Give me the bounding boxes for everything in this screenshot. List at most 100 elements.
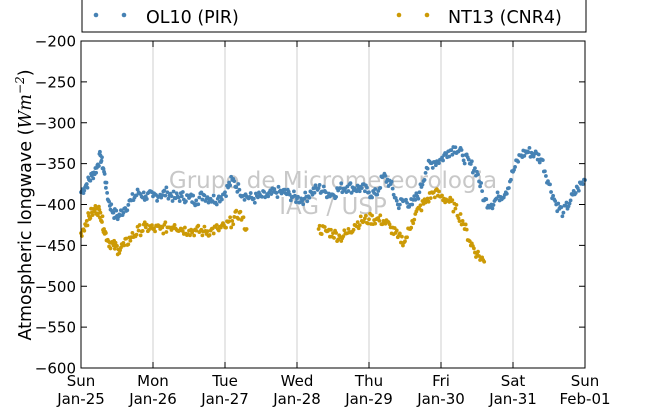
- data-point: [211, 193, 216, 198]
- data-point: [99, 158, 104, 163]
- data-point: [160, 225, 165, 230]
- data-point: [164, 230, 169, 234]
- x-tick-label-day: Thu: [354, 372, 383, 390]
- series-1: [79, 187, 487, 264]
- data-point: [410, 202, 415, 207]
- data-point: [357, 189, 362, 194]
- data-point: [164, 185, 169, 190]
- data-point: [228, 215, 233, 220]
- data-point: [172, 223, 177, 227]
- data-point: [317, 183, 322, 187]
- data-point: [377, 218, 382, 223]
- y-tick-label: −600: [35, 360, 76, 378]
- x-tick-label-day: Sun: [67, 372, 96, 390]
- data-point: [453, 145, 458, 150]
- data-point: [174, 191, 179, 196]
- legend-frame: [81, 0, 587, 33]
- data-point: [236, 217, 241, 221]
- legend-marker-nt13-a: [396, 12, 402, 18]
- data-point: [165, 190, 170, 195]
- data-point: [88, 216, 93, 220]
- data-point: [357, 223, 362, 228]
- data-point: [430, 166, 435, 170]
- data-point: [338, 186, 343, 191]
- data-point: [184, 199, 188, 204]
- series-layer: [79, 145, 587, 264]
- data-point: [356, 226, 361, 231]
- data-point: [332, 235, 336, 240]
- data-point: [412, 217, 417, 222]
- data-point: [125, 208, 130, 213]
- y-axis-label-main: Atmospheric longwave (: [16, 129, 36, 341]
- legend-entry-nt13: NT13 (CNR4): [396, 8, 562, 28]
- y-tick-label: −550: [35, 319, 76, 337]
- data-point: [111, 210, 116, 215]
- data-point: [457, 219, 462, 224]
- data-point: [450, 198, 455, 203]
- data-point: [307, 195, 312, 200]
- data-point: [191, 193, 196, 198]
- data-point: [303, 190, 308, 195]
- y-tick-label: −500: [35, 278, 76, 296]
- data-point: [412, 194, 417, 199]
- data-point: [105, 190, 110, 195]
- x-axis: SunJan-25MonJan-26TueJan-27WedJan-28ThuJ…: [56, 41, 611, 408]
- data-point: [398, 240, 403, 245]
- x-tick-label-date: Jan-25: [56, 390, 105, 408]
- data-point: [437, 189, 441, 194]
- data-point: [294, 200, 298, 205]
- data-point: [79, 234, 84, 238]
- data-point: [476, 249, 480, 254]
- data-point: [469, 159, 474, 164]
- data-point: [365, 185, 369, 190]
- x-tick-label-day: Fri: [432, 372, 450, 390]
- data-point: [440, 155, 444, 160]
- data-point: [351, 227, 356, 232]
- data-point: [237, 187, 242, 192]
- legend: OL10 (PIR) NT13 (CNR4): [81, 0, 587, 33]
- y-axis-label: Atmospheric longwave (Wm−2): [13, 69, 36, 340]
- data-point: [366, 221, 370, 226]
- legend-label-ol10: OL10 (PIR): [146, 8, 239, 28]
- data-point: [109, 202, 114, 207]
- data-point: [573, 191, 578, 195]
- data-point: [82, 228, 87, 233]
- data-point: [136, 228, 141, 233]
- data-point: [383, 173, 388, 178]
- data-point: [339, 181, 344, 186]
- data-point: [476, 172, 480, 177]
- data-point: [378, 213, 383, 218]
- data-point: [466, 157, 471, 162]
- data-point: [380, 222, 385, 227]
- data-point: [563, 203, 568, 208]
- data-point: [155, 198, 160, 203]
- data-point: [275, 195, 280, 199]
- y-tick-label: −250: [35, 73, 76, 91]
- data-point: [362, 189, 367, 194]
- y-tick-label: −450: [35, 237, 76, 255]
- data-point: [348, 181, 353, 186]
- data-point: [192, 233, 197, 238]
- data-point: [453, 206, 458, 211]
- data-point: [182, 225, 187, 230]
- data-point: [334, 231, 338, 235]
- data-point: [480, 189, 485, 194]
- data-point: [403, 239, 407, 244]
- data-point: [581, 182, 585, 186]
- data-point: [200, 197, 205, 202]
- data-point: [227, 219, 232, 224]
- data-point: [540, 158, 545, 162]
- data-point: [130, 230, 135, 235]
- y-tick-label: −300: [35, 114, 76, 132]
- data-point: [214, 223, 219, 227]
- y-axis-label-close: ): [16, 69, 36, 76]
- data-point: [451, 209, 456, 214]
- data-point: [564, 200, 569, 205]
- data-point: [128, 238, 133, 243]
- data-point: [272, 187, 277, 191]
- data-point: [378, 185, 383, 190]
- data-point: [528, 155, 533, 159]
- data-point: [171, 189, 176, 194]
- data-point: [370, 213, 374, 218]
